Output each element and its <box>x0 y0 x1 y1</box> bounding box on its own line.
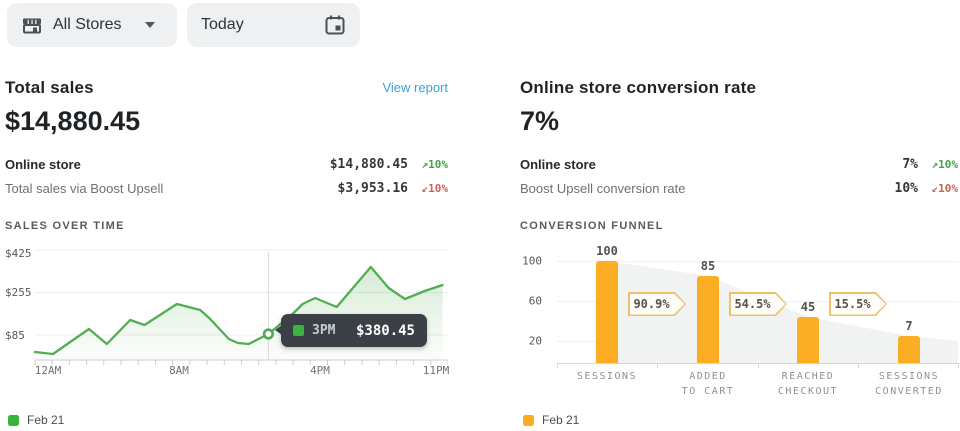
y-axis-tick: $425 <box>5 247 32 260</box>
y-axis-tick: $85 <box>5 329 25 342</box>
drop-rate-tag: 90.9% <box>628 292 686 316</box>
metric-label: Online store <box>520 156 596 172</box>
funnel-category-label: SESSIONS <box>576 371 638 382</box>
funnel-bar-added-to-cart[interactable] <box>697 276 719 363</box>
funnel-legend: Feb 21 <box>523 413 579 427</box>
trend-down-arrow-icon: ↙ <box>421 181 429 195</box>
x-axis-tick: 4PM <box>310 364 330 377</box>
metric-value: $14,880.45 <box>329 156 408 172</box>
funnel-bar-value: 85 <box>700 259 716 273</box>
funnel-y-axis-tick: 20 <box>528 334 542 348</box>
x-axis-tick: 11PM <box>422 364 450 377</box>
delta-badge-up: ↗10% <box>931 157 959 171</box>
funnel-y-axis-tick: 100 <box>522 254 542 268</box>
sales-legend: Feb 21 <box>8 413 64 427</box>
legend-swatch-orange <box>523 414 534 426</box>
conversion-rate-panel: Online store conversion rate 7% Online s… <box>520 78 959 428</box>
conversion-funnel-label: CONVERSION FUNNEL <box>520 220 664 232</box>
legend-swatch-green <box>8 414 19 426</box>
funnel-category-label: REACHED <box>781 371 835 382</box>
hover-point-marker <box>262 328 275 340</box>
metric-row-boost-upsell-rate: Boost Upsell conversion rate 10% ↙10% <box>520 178 958 198</box>
funnel-axis-tick <box>958 363 959 368</box>
date-filter-button[interactable]: Today <box>187 3 360 47</box>
sales-line <box>33 265 444 356</box>
metric-value: 7% <box>902 156 918 172</box>
metric-label: Online store <box>5 156 81 172</box>
legend-label: Feb 21 <box>542 413 580 427</box>
storefront-icon <box>21 15 43 36</box>
tooltip-value: $380.45 <box>355 322 415 339</box>
funnel-x-axis <box>557 363 958 364</box>
delta-badge-up: ↗10% <box>421 157 449 171</box>
funnel-axis-tick <box>758 363 759 368</box>
total-sales-title: Total sales <box>5 78 94 97</box>
tooltip-series-swatch <box>293 325 304 336</box>
funnel-category-label: CHECKOUT <box>777 386 839 397</box>
conversion-rate-title: Online store conversion rate <box>520 78 757 97</box>
sales-chart-svg <box>33 249 448 365</box>
drop-rate-tag: 54.5% <box>729 292 787 316</box>
total-sales-panel: Total sales View report $14,880.45 Onlin… <box>5 78 450 428</box>
metric-label: Boost Upsell conversion rate <box>520 180 686 196</box>
trend-up-arrow-icon: ↗ <box>421 157 429 171</box>
funnel-axis-tick <box>557 363 558 368</box>
store-filter-button[interactable]: All Stores <box>7 3 177 47</box>
sales-over-time-label: SALES OVER TIME <box>5 220 125 232</box>
chevron-down-icon <box>145 22 156 28</box>
metric-row-boost-upsell-sales: Total sales via Boost Upsell $3,953.16 ↙… <box>5 178 448 198</box>
funnel-bar-value: 100 <box>596 244 618 258</box>
funnel-bar-value: 45 <box>800 300 816 314</box>
x-axis-tick: 12AM <box>34 364 62 377</box>
delta-badge-down: ↙10% <box>421 181 449 195</box>
funnel-category-label: ADDED <box>689 371 727 382</box>
total-sales-value: $14,880.45 <box>5 106 141 136</box>
tooltip-time: 3PM <box>312 323 336 338</box>
view-report-link[interactable]: View report <box>382 80 448 95</box>
calendar-icon <box>324 14 346 36</box>
delta-badge-down: ↙10% <box>931 181 959 195</box>
drop-rate-tag: 15.5% <box>829 292 887 316</box>
x-axis-tick: 8AM <box>169 364 189 377</box>
funnel-bar-value: 7 <box>905 319 913 333</box>
metric-value: 10% <box>894 180 918 196</box>
funnel-bar-sessions[interactable] <box>596 261 618 363</box>
funnel-axis-tick <box>657 363 658 368</box>
funnel-category-label: TO CART <box>681 386 735 397</box>
metric-value: $3,953.16 <box>337 180 408 196</box>
funnel-category-label: CONVERTED <box>875 386 943 397</box>
metric-label: Total sales via Boost Upsell <box>5 180 164 196</box>
funnel-chart[interactable]: 100 60 20 100 85 45 7 90.9% 54.5% 15.5% SESSIONS AD… <box>520 244 959 407</box>
date-filter-label: Today <box>201 16 244 33</box>
store-filter-label: All Stores <box>53 16 122 33</box>
funnel-category-label: SESSIONS <box>878 371 940 382</box>
funnel-bar-sessions-converted[interactable] <box>898 336 920 363</box>
y-axis-tick: $255 <box>5 286 32 299</box>
funnel-axis-tick <box>858 363 859 368</box>
metric-row-online-store-sales: Online store $14,880.45 ↗10% <box>5 154 448 174</box>
funnel-gridline <box>557 261 958 262</box>
funnel-y-axis-tick: 60 <box>528 294 542 308</box>
conversion-rate-value: 7% <box>520 106 560 136</box>
funnel-wedge-shape <box>607 261 958 363</box>
metric-row-online-store-rate: Online store 7% ↗10% <box>520 154 958 174</box>
trend-down-arrow-icon: ↙ <box>931 181 939 195</box>
chart-tooltip: 3PM $380.45 <box>275 314 427 347</box>
trend-up-arrow-icon: ↗ <box>931 157 939 171</box>
sales-over-time-chart[interactable]: $425 $255 $85 12AM 8AM 4PM 11PM 3PM $380… <box>5 247 450 384</box>
funnel-bar-reached-checkout[interactable] <box>797 317 819 363</box>
legend-label: Feb 21 <box>27 413 65 427</box>
